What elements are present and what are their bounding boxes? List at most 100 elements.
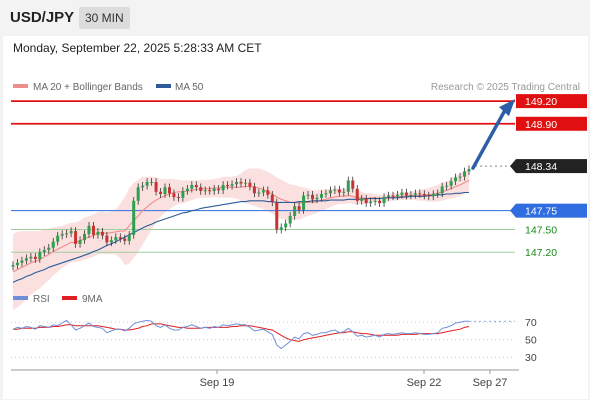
candle (275, 198, 279, 234)
candle (145, 178, 149, 190)
candle-body (190, 184, 194, 189)
candle-body (404, 192, 408, 196)
symbol-label: USD/JPY (10, 9, 75, 26)
candle-body (78, 240, 82, 244)
candle (87, 222, 91, 238)
candle (302, 191, 306, 214)
candle (297, 202, 301, 214)
rsi-legend: RSI 9MA (13, 294, 103, 305)
candle-body (118, 237, 122, 239)
candle-body (15, 262, 19, 266)
candle (150, 178, 154, 186)
rsi-axis-label: 30 (525, 352, 537, 364)
x-axis: Sep 19 Sep 22 Sep 27 (11, 369, 519, 389)
candle-body (239, 181, 243, 184)
candle-body (257, 192, 261, 194)
candle (418, 189, 422, 198)
candle (221, 181, 225, 195)
candle-body (454, 177, 458, 182)
price-levels (11, 100, 515, 253)
candle (395, 191, 399, 201)
candle (190, 181, 194, 193)
forecast-arrow (471, 99, 515, 170)
candle (235, 178, 239, 188)
candle-body (463, 171, 467, 177)
candle (208, 186, 212, 195)
candle-body (226, 184, 230, 186)
candle (33, 252, 37, 263)
candle-body (33, 256, 37, 260)
candle-body (445, 185, 449, 187)
candle-body (266, 190, 270, 195)
candle (56, 231, 60, 246)
candle-body (235, 181, 239, 185)
candle-body (83, 234, 87, 241)
candle (159, 188, 163, 198)
candle-body (458, 176, 462, 178)
candle-body (319, 194, 323, 198)
candle (284, 219, 288, 232)
candle (360, 194, 364, 205)
candle-body (230, 184, 234, 186)
rsi-ma-legend-label: 9MA (82, 294, 103, 305)
candle (47, 243, 51, 254)
candle-body (65, 233, 69, 235)
chart-area: MA 20 + Bollinger Bands MA 50 Research ©… (3, 64, 588, 399)
candle (78, 236, 82, 248)
level-label-0: 149.20 (516, 94, 587, 109)
ma20-legend-label: MA 20 + Bollinger Bands (33, 82, 143, 93)
candle (427, 191, 431, 201)
candle (351, 176, 355, 193)
price-level-labels: 149.20 148.90 148.34 147.75 147.50 147.20 (510, 94, 587, 259)
candle (369, 197, 373, 207)
candle (449, 177, 453, 190)
candle (373, 197, 377, 206)
candle (257, 188, 261, 198)
candle (65, 229, 69, 238)
candle (243, 178, 247, 188)
candle-body (409, 194, 413, 196)
candle-body (440, 186, 444, 194)
candle-body (275, 202, 279, 230)
ma50-legend-swatch (156, 84, 171, 88)
candle (346, 176, 350, 196)
candle (185, 184, 189, 195)
candle-body (159, 191, 163, 195)
rsi-ma-line (13, 323, 470, 342)
candle-body (297, 206, 301, 210)
candle-body (418, 193, 422, 195)
timestamp: Monday, September 22, 2025 5:28:33 AM CE… (13, 41, 262, 55)
candle-body (194, 184, 198, 188)
candle (382, 193, 386, 207)
candle (315, 194, 319, 204)
candle-body (127, 234, 131, 241)
candle (409, 191, 413, 200)
candle (230, 180, 234, 190)
forecast-arrow-shaft (471, 108, 507, 170)
candle-body (449, 181, 453, 186)
candle-body (42, 249, 46, 253)
candle-body (436, 193, 440, 195)
candle-body (167, 187, 171, 194)
candle-body (221, 184, 225, 191)
candle-body (261, 190, 265, 193)
candle (123, 234, 127, 245)
timeframe-badge[interactable]: 30 MIN (79, 7, 130, 29)
candle (413, 189, 417, 199)
candle (100, 228, 104, 240)
candle (114, 233, 118, 244)
candle (463, 167, 467, 181)
forecast-arrow-head (499, 99, 515, 117)
candle-body (47, 247, 51, 250)
candle-body (38, 252, 42, 260)
attribution: Research © 2025 Trading Central (431, 82, 580, 93)
candle-body (24, 258, 28, 261)
candle-body (145, 181, 149, 186)
candle (96, 228, 100, 239)
x-tick-label: Sep 19 (200, 377, 235, 389)
candle (248, 178, 252, 191)
candle-body (342, 191, 346, 193)
rsi-axis-label: 70 (525, 317, 537, 329)
candle (239, 178, 243, 188)
legend: MA 20 + Bollinger Bands MA 50 Research ©… (13, 82, 580, 93)
